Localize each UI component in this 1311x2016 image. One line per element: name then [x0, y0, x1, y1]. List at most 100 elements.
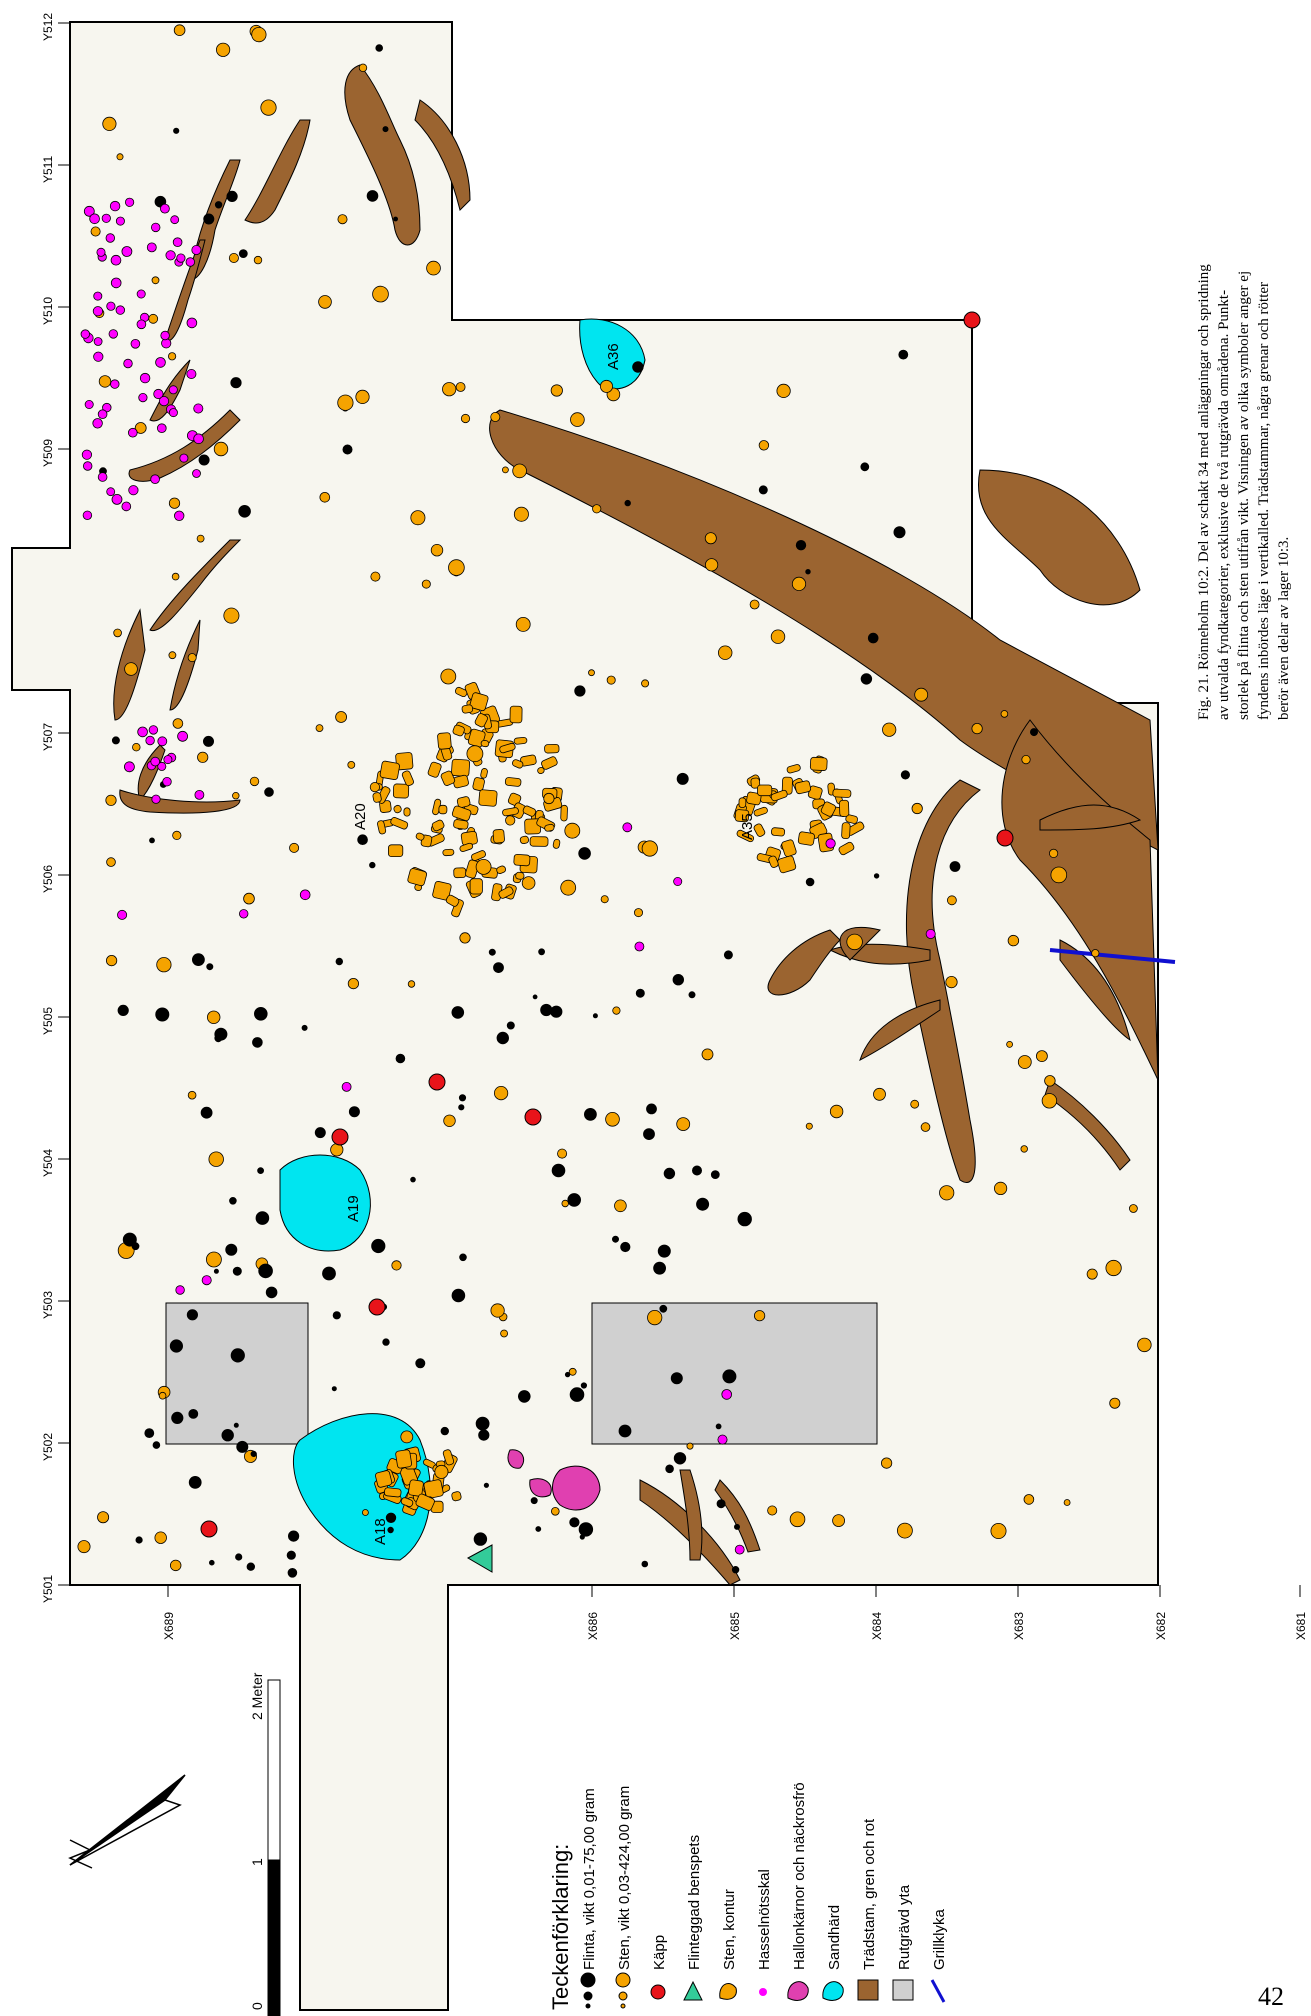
- stone-outline: [509, 705, 523, 724]
- stone-outline: [395, 752, 414, 771]
- find-point: [400, 1430, 414, 1444]
- stone-outline: [781, 839, 797, 857]
- find-point: [574, 685, 586, 697]
- find-point: [172, 718, 184, 729]
- find-point: [600, 895, 609, 904]
- find-point: [641, 1560, 649, 1568]
- find-point: [246, 1562, 255, 1571]
- find-point: [758, 440, 770, 451]
- find-point: [620, 1241, 631, 1253]
- find-point: [564, 1371, 571, 1378]
- find-point: [475, 859, 492, 875]
- find-point: [205, 1251, 222, 1268]
- find-point: [704, 532, 717, 545]
- find-point: [144, 1428, 155, 1438]
- find-point: [466, 745, 484, 763]
- stone-outline: [794, 780, 812, 795]
- find-point: [371, 1238, 386, 1254]
- find-point: [335, 957, 343, 966]
- stone-outline: [452, 774, 469, 789]
- find-point: [622, 822, 633, 833]
- find-point: [102, 116, 117, 132]
- find-point: [993, 1181, 1008, 1196]
- stone-outline: [452, 724, 465, 737]
- caption-line-4: fyndens inbördes läge i vertikalled. Trä…: [1256, 282, 1272, 720]
- rutgravd-yta-1: [165, 1302, 309, 1445]
- find-point: [641, 840, 658, 857]
- stone-outline: [451, 805, 472, 822]
- find-point: [569, 1387, 585, 1402]
- find-point: [734, 1523, 741, 1530]
- find-point: [614, 1199, 627, 1213]
- find-point: [605, 1112, 620, 1127]
- find-point: [1105, 1259, 1122, 1277]
- find-point: [265, 1286, 278, 1299]
- find-point: [106, 487, 116, 497]
- stone-outline: [839, 799, 850, 817]
- find-point: [116, 153, 124, 161]
- find-point: [287, 1568, 298, 1578]
- find-point: [1050, 866, 1068, 884]
- find-point: [337, 214, 348, 225]
- stone-outline: [498, 886, 514, 899]
- stone-outline: [393, 804, 402, 814]
- scale-label-0: 0: [249, 2002, 265, 2010]
- stone-outline: [519, 835, 529, 845]
- find-point: [209, 1559, 215, 1566]
- stone-outline: [768, 855, 779, 868]
- find-point: [369, 781, 380, 793]
- find-point: [213, 1268, 219, 1274]
- stone-outline: [537, 766, 545, 775]
- find-point: [106, 301, 116, 311]
- scale-label-1: 1: [249, 1858, 265, 1866]
- stone-outline: [529, 836, 549, 847]
- find-point: [172, 830, 182, 841]
- x-tick-label: X684: [870, 1612, 884, 1640]
- legend-label: Sandhärd: [826, 1905, 843, 1970]
- find-point: [82, 510, 93, 521]
- find-point: [228, 252, 239, 263]
- find-point: [90, 226, 101, 237]
- find-point: [440, 668, 457, 685]
- find-point: [136, 319, 147, 330]
- find-point: [673, 1452, 687, 1465]
- find-point: [186, 368, 197, 379]
- find-point: [829, 1104, 844, 1119]
- find-point: [230, 377, 242, 389]
- stone-outline: [372, 792, 382, 803]
- stone-outline: [738, 797, 747, 809]
- find-point: [125, 197, 135, 207]
- find-point: [455, 382, 466, 392]
- find-point: [635, 988, 645, 998]
- stone-outline: [442, 848, 455, 857]
- find-point: [122, 1232, 137, 1247]
- find-point: [117, 909, 128, 920]
- y-tick-label: Y512: [41, 13, 55, 41]
- stone-outline: [750, 777, 761, 789]
- stone-outline: [427, 761, 442, 778]
- find-point: [506, 1021, 515, 1030]
- find-point: [676, 1117, 691, 1131]
- find-point: [483, 1482, 489, 1488]
- y-tick-label: Y506: [41, 865, 55, 893]
- find-point: [185, 257, 196, 267]
- stone-outline: [454, 686, 468, 698]
- find-point: [550, 1005, 563, 1018]
- find-point: [410, 1176, 416, 1183]
- x-tick-label: X683: [1012, 1612, 1026, 1640]
- find-point: [253, 1006, 268, 1021]
- y-tick-label: Y511: [41, 156, 55, 183]
- find-point: [83, 205, 95, 217]
- find-point: [670, 1372, 683, 1385]
- find-point: [588, 669, 595, 677]
- find-point: [117, 1004, 129, 1017]
- find-point: [138, 392, 148, 403]
- find-point: [1007, 934, 1020, 947]
- find-point: [80, 329, 91, 339]
- find-point: [135, 1536, 143, 1544]
- find-point: [920, 1122, 931, 1132]
- find-point: [478, 1429, 490, 1441]
- find-point: [490, 411, 501, 422]
- x-tick-label: X682: [1154, 1612, 1168, 1640]
